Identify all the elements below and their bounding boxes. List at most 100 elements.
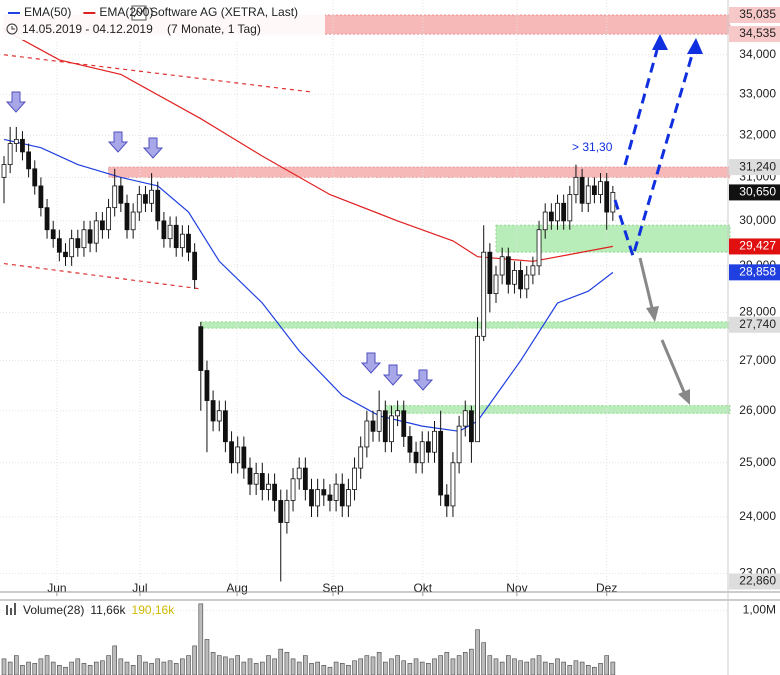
candle-body	[192, 251, 198, 281]
volume-bar	[518, 660, 523, 675]
volume-bar	[456, 655, 462, 675]
volume-icon	[14, 603, 16, 615]
candle-body	[222, 410, 228, 443]
price-marker	[729, 238, 780, 255]
volume-bar	[327, 666, 333, 675]
candle-body	[536, 229, 542, 267]
volume-bar	[241, 661, 247, 675]
price-marker-label: 35,035	[739, 7, 776, 21]
candle-body	[247, 467, 253, 485]
candle-body	[481, 251, 487, 337]
projection-line	[660, 339, 686, 393]
candle-body	[296, 467, 302, 480]
y-tick-label: 34,000	[739, 47, 776, 61]
volume-bar	[413, 658, 419, 675]
x-tick-label: Dez	[596, 581, 617, 595]
candle-body	[50, 229, 56, 240]
candle-body	[585, 185, 591, 204]
volume-bar	[555, 658, 560, 675]
volume-bar	[432, 658, 437, 675]
annotation-arrows	[5, 34, 703, 405]
volume-bar	[352, 660, 357, 675]
volume-icon	[10, 608, 12, 615]
volume-bar	[223, 656, 228, 675]
price-marker	[729, 264, 780, 281]
volume-bar	[155, 658, 161, 675]
candle-body	[487, 251, 493, 294]
candle-body	[63, 251, 68, 258]
volume-bar	[370, 656, 376, 675]
candle-body	[462, 410, 468, 427]
candle-body	[235, 446, 241, 464]
volume-bar	[290, 658, 296, 675]
volume-bar	[210, 652, 216, 675]
volume-bar	[346, 665, 351, 675]
candle-body	[358, 446, 364, 469]
zone	[108, 166, 731, 178]
candle-body	[389, 415, 394, 443]
volume-bar	[167, 660, 173, 675]
price-marker-label: 29,427	[739, 239, 776, 253]
instrument-icon	[133, 6, 146, 18]
volume-bar	[137, 655, 142, 675]
volume-bar	[32, 663, 38, 675]
price-marker-label: 31,240	[739, 159, 776, 173]
candle-body	[38, 185, 44, 209]
candle-body	[266, 483, 271, 490]
volume-bar	[272, 658, 277, 675]
volume-bar	[26, 661, 31, 675]
candle-body	[118, 185, 124, 204]
candle-body	[106, 207, 111, 231]
candle-body	[604, 181, 610, 213]
candle-body	[302, 467, 308, 490]
candle-body	[567, 194, 573, 222]
candle-body	[407, 436, 413, 453]
volume-bar	[124, 661, 130, 675]
volume-bar	[376, 652, 382, 675]
candle-body	[518, 270, 523, 290]
candle-body	[382, 410, 388, 443]
arrow-head	[678, 389, 690, 405]
volume-bar	[130, 665, 136, 675]
candle-body	[352, 467, 357, 490]
candle-body	[333, 483, 339, 501]
down-arrow	[142, 137, 164, 159]
down-arrow	[5, 91, 27, 113]
candle-body	[438, 430, 444, 496]
volume-bar	[44, 655, 50, 675]
volume-bar	[253, 663, 259, 675]
price-marker-label: 34,535	[739, 26, 776, 40]
volume-bar	[333, 661, 339, 675]
volume-bar	[180, 658, 185, 675]
candle-body	[44, 207, 50, 231]
volume-bar	[204, 639, 210, 675]
candle-body	[173, 224, 179, 249]
volume-bar	[69, 661, 74, 675]
candle-body	[530, 265, 536, 276]
price-marker-label: 27,740	[739, 317, 776, 331]
candle-body	[69, 238, 75, 258]
x-tick-label: Jun	[47, 581, 66, 595]
volume-bar	[229, 658, 234, 675]
volume-stat: 11,66k	[90, 603, 126, 617]
arrow-head	[687, 38, 703, 54]
candle-body	[419, 441, 425, 464]
volume-bar	[530, 658, 536, 675]
candle-body	[186, 233, 191, 253]
volume-stat: 190,16k	[132, 603, 176, 617]
volume-bar	[247, 658, 253, 675]
volume-bar	[38, 658, 44, 675]
price-marker-label: 22,860	[739, 574, 776, 588]
price-marker	[729, 159, 780, 176]
candle-body	[136, 194, 142, 213]
volume-bar	[14, 655, 19, 675]
volume-bar	[315, 661, 320, 675]
candle-body	[493, 274, 499, 294]
candle-body	[124, 202, 130, 231]
candle-body	[364, 420, 370, 448]
candle-body	[598, 181, 603, 195]
candle-body	[555, 202, 560, 222]
volume-bar	[579, 661, 585, 675]
candle-body	[376, 410, 382, 432]
